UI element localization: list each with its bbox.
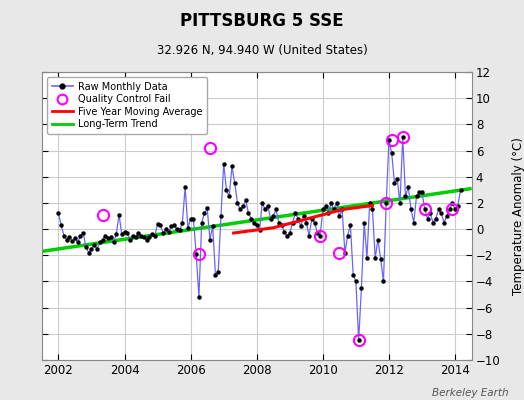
- Text: 32.926 N, 94.940 W (United States): 32.926 N, 94.940 W (United States): [157, 44, 367, 57]
- Legend: Raw Monthly Data, Quality Control Fail, Five Year Moving Average, Long-Term Tren: Raw Monthly Data, Quality Control Fail, …: [47, 77, 208, 134]
- Text: PITTSBURG 5 SSE: PITTSBURG 5 SSE: [180, 12, 344, 30]
- Text: Berkeley Earth: Berkeley Earth: [432, 388, 508, 398]
- Y-axis label: Temperature Anomaly (°C): Temperature Anomaly (°C): [511, 137, 524, 295]
